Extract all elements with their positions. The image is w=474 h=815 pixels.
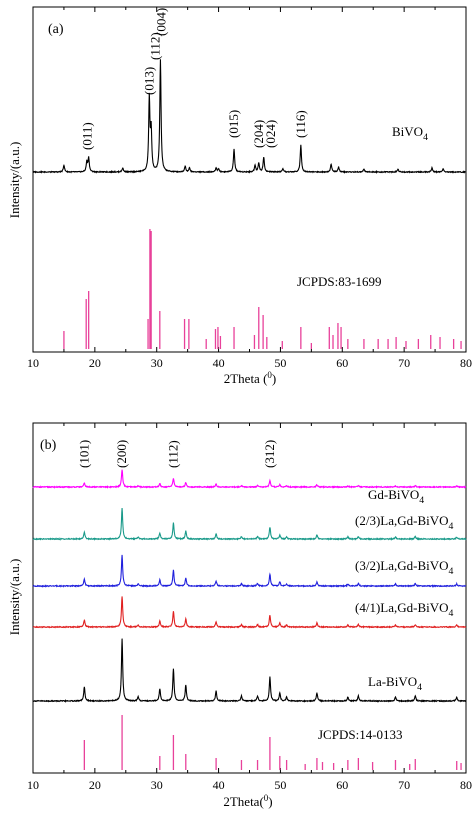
panel-a-xtick-label: 50	[274, 356, 286, 370]
panel-a-chart: 10 20 30 40 50 60 70 80BiVO4JCPDS:83-1699(011)(…	[7, 6, 472, 386]
hkl-annotation: (200)	[114, 440, 129, 468]
series-label-main: (2/3)La,Gd-BiVO	[355, 513, 449, 528]
reference-label-jcpds-14-0133: JCPDS:14-0133	[318, 727, 403, 742]
series-line--4-1-la-gd-bivo	[32, 596, 467, 629]
panel-a-xtick-label: 30	[151, 356, 163, 370]
series-label-sub: 4	[417, 682, 422, 693]
hkl-annotation: (024)	[263, 120, 278, 148]
hkl-annotation: (312)	[262, 440, 277, 468]
panel-a-xtick-label: 40	[213, 356, 225, 370]
panel-a-xtick-label: 70	[398, 356, 410, 370]
bivo4-series-label-sub: 4	[423, 132, 428, 143]
panel-b-xtick-label: 70	[398, 778, 410, 792]
series-label-main: (4/1)La,Gd-BiVO	[355, 600, 449, 615]
panel-b-x-axis-label-unit: 0	[264, 793, 269, 803]
hkl-annotation: (015)	[226, 110, 241, 138]
bivo4-series-label: BiVO4	[392, 124, 428, 143]
panel-a-y-axis-label: Intensity/(a.u.)	[7, 142, 22, 219]
panel-b-x-axis-label-close: )	[268, 794, 272, 809]
hkl-annotation: (004)	[154, 8, 169, 36]
series-label-main: (3/2)La,Gd-BiVO	[355, 558, 449, 573]
hkl-annotation: (011)	[79, 122, 94, 150]
series-label-sub: 4	[449, 521, 454, 532]
panel-b-chart: 10 20 30 40 50 60 70 80Gd-BiVO4(2/3)La,Gd-BiVO4…	[7, 422, 472, 809]
series-label: Gd-BiVO4	[368, 487, 424, 506]
panel-b-xtick-label: 30	[151, 778, 163, 792]
panel-b-xtick-label: 50	[274, 778, 286, 792]
series-label: (4/1)La,Gd-BiVO4	[355, 600, 454, 619]
series-line-la-bivo	[32, 638, 467, 704]
series-line-gd-bivo	[32, 469, 467, 489]
panel-a-x-axis-label-unit: 0	[267, 370, 272, 380]
series-label-main: La-BiVO	[368, 674, 417, 689]
hkl-annotation: (204)	[251, 120, 266, 148]
panel-a-xtick-label: 60	[336, 356, 348, 370]
panel-a-frame	[32, 6, 467, 353]
panel-b-xtick-label: 60	[336, 778, 348, 792]
panel-b-x-axis-label: 2Theta(0)	[223, 793, 272, 809]
panel-a-xtick-label: 10	[27, 356, 39, 370]
panel-b-xtick-label: 10	[27, 778, 39, 792]
panel-a-x-axis-label-close: )	[272, 371, 276, 386]
bivo4-pattern-line	[32, 59, 467, 174]
series-line--3-2-la-gd-bivo	[32, 554, 467, 588]
reference-label-jcpds-83-1699: JCPDS:83-1699	[297, 274, 382, 289]
panel-b-frame	[32, 422, 467, 774]
hkl-annotation: (112)	[147, 32, 162, 60]
panel-a-x-axis-label: 2Theta (0)	[224, 370, 277, 386]
panel-a-x-axis-label-text: 2Theta (	[224, 371, 268, 386]
panel-a-label: (a)	[48, 22, 64, 37]
panel-b-x-axis-label-text: 2Theta(	[223, 794, 263, 809]
hkl-annotation: (112)	[165, 440, 180, 468]
hkl-annotation: (013)	[141, 67, 156, 95]
series-label-main: Gd-BiVO	[368, 487, 419, 502]
panel-b-y-axis-label: Intensity/(a.u.)	[7, 559, 22, 636]
panel-b-xtick-label: 40	[213, 778, 225, 792]
panel-a-xtick-label: 80	[460, 356, 472, 370]
bivo4-series-label-main: BiVO	[392, 124, 423, 139]
series-label-sub: 4	[449, 566, 454, 577]
series-label: (3/2)La,Gd-BiVO4	[355, 558, 454, 577]
panel-b-xtick-label: 80	[460, 778, 472, 792]
hkl-annotation: (116)	[293, 110, 308, 138]
series-label-sub: 4	[419, 495, 424, 506]
series-line--2-3-la-gd-bivo	[32, 508, 467, 541]
panel-b-label: (b)	[40, 438, 57, 453]
series-label: (2/3)La,Gd-BiVO4	[355, 513, 454, 532]
hkl-annotation: (101)	[76, 440, 91, 468]
series-label: La-BiVO4	[368, 674, 422, 693]
panel-a-xtick-label: 20	[89, 356, 101, 370]
series-label-sub: 4	[449, 608, 454, 619]
panel-b-xtick-label: 20	[89, 778, 101, 792]
